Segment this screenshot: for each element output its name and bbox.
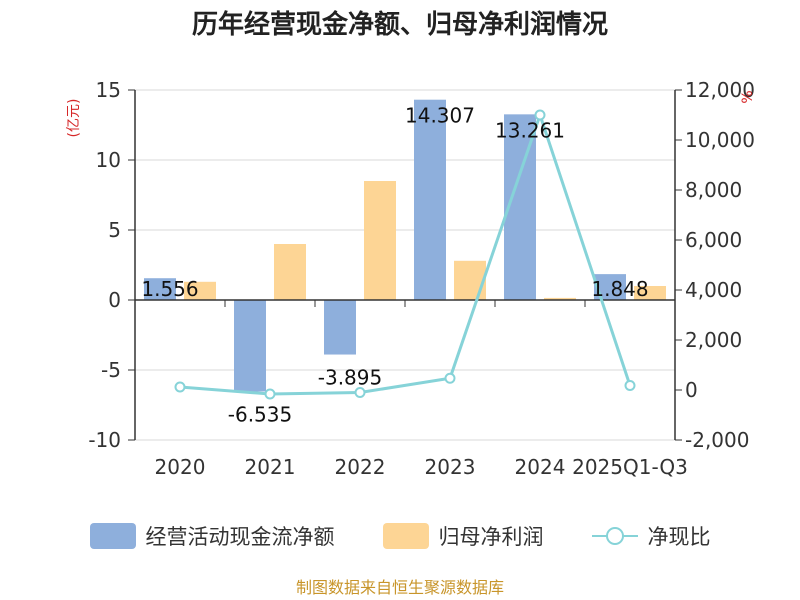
legend-item-cashflow[interactable]: 经营活动现金流净额 bbox=[89, 521, 335, 551]
left-tick-label: 15 bbox=[96, 78, 121, 102]
bar-cashflow bbox=[414, 99, 446, 301]
left-tick-label: 10 bbox=[96, 148, 121, 172]
legend-label-cashflow: 经营活动现金流净额 bbox=[145, 525, 335, 549]
bar-net-profit bbox=[634, 286, 666, 300]
right-tick-label: 8,000 bbox=[685, 178, 742, 202]
x-tick-label: 2021 bbox=[245, 455, 296, 479]
left-tick-label: -5 bbox=[101, 358, 121, 382]
left-axis-unit: (亿元) bbox=[66, 99, 82, 138]
point-cash-ratio bbox=[264, 388, 276, 400]
right-tick-label: -2,000 bbox=[685, 428, 749, 452]
right-tick-label: 10,000 bbox=[685, 128, 755, 152]
legend-label-cash-ratio: 净现比 bbox=[647, 525, 711, 549]
data-label-cashflow: 13.261 bbox=[495, 118, 565, 142]
left-tick-label: -10 bbox=[88, 428, 121, 452]
legend-swatch-cashflow bbox=[89, 523, 136, 549]
bar-net-profit bbox=[544, 297, 576, 300]
point-cash-ratio bbox=[624, 380, 636, 391]
x-tick-label: 2020 bbox=[155, 455, 206, 479]
x-tick-label: 2025Q1-Q3 bbox=[572, 455, 688, 479]
bar-net-profit bbox=[274, 244, 306, 300]
data-label-cashflow: 1.556 bbox=[141, 277, 198, 301]
x-tick-label: 2022 bbox=[335, 455, 386, 479]
line-cash-ratio bbox=[179, 110, 632, 396]
right-tick-label: 4,000 bbox=[685, 278, 742, 302]
bar-cashflow bbox=[324, 300, 356, 355]
data-label-cashflow: -3.895 bbox=[318, 366, 382, 390]
left-tick-label: 0 bbox=[108, 288, 121, 312]
bar-cashflow bbox=[144, 278, 176, 300]
bar-net-profit bbox=[184, 281, 216, 300]
legend-swatch-net-profit bbox=[382, 523, 429, 549]
right-tick-label: 6,000 bbox=[685, 228, 742, 252]
bar-net-profit bbox=[364, 181, 396, 300]
chart-title: 历年经营现金净额、归母净利润情况 bbox=[191, 10, 608, 40]
x-tick-label: 2024 bbox=[515, 455, 566, 479]
legend-item-cash-ratio[interactable]: 净现比 bbox=[591, 521, 711, 551]
legend-swatch-cash-ratio bbox=[591, 523, 638, 549]
left-tick-label: 5 bbox=[108, 218, 121, 242]
right-tick-label: 0 bbox=[685, 378, 698, 402]
bar-net-profit bbox=[454, 260, 486, 300]
data-label-cashflow: 14.307 bbox=[405, 104, 475, 128]
point-cash-ratio bbox=[354, 387, 366, 398]
x-tick-label: 2023 bbox=[425, 455, 476, 479]
bar-cashflow bbox=[234, 300, 266, 392]
legend-item-net-profit[interactable]: 归母净利润 bbox=[382, 521, 544, 551]
data-source-note: 制图数据来自恒生聚源数据库 bbox=[295, 578, 504, 597]
data-label-cashflow: -6.535 bbox=[228, 402, 292, 426]
right-tick-label: 12,000 bbox=[685, 78, 755, 102]
right-tick-label: 2,000 bbox=[685, 328, 742, 352]
chart-legend: 经营活动现金流净额 归母净利润 净现比 bbox=[0, 516, 800, 556]
legend-label-net-profit: 归母净利润 bbox=[438, 525, 544, 549]
point-cash-ratio bbox=[174, 381, 186, 393]
point-cash-ratio bbox=[444, 372, 456, 384]
point-cash-ratio bbox=[534, 109, 546, 121]
data-label-cashflow: 1.848 bbox=[591, 277, 648, 301]
right-axis-unit: % bbox=[740, 90, 756, 103]
